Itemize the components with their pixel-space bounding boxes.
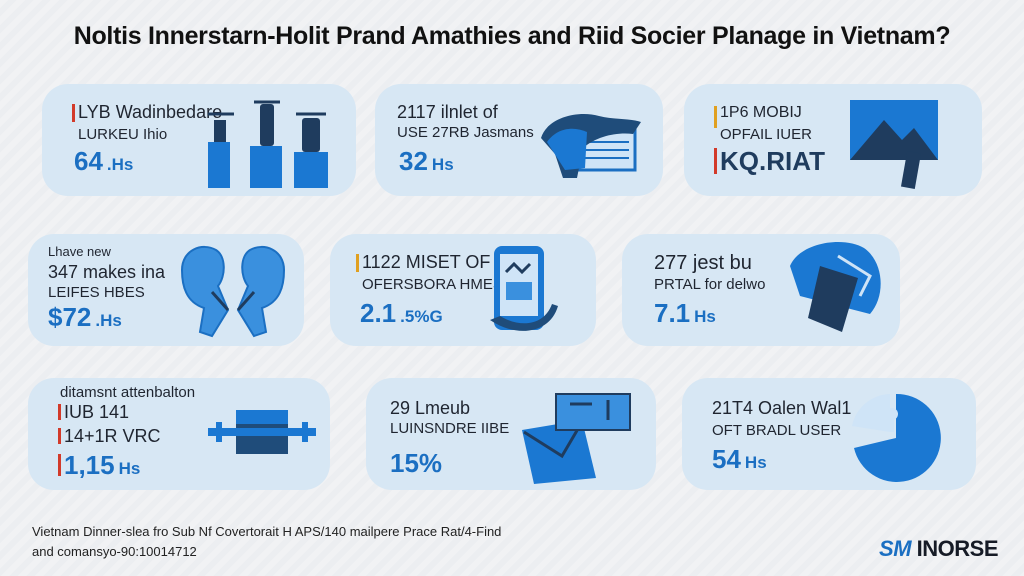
stat-card-1: LYB Wadinbedare LURKEU Ihio 64 .Hs xyxy=(42,84,356,196)
shield-card-icon xyxy=(790,242,881,332)
page-title: Noltis Innerstarn-Holit Prand Amathies a… xyxy=(73,22,951,50)
card-3-line-2: OPFAIL IUER xyxy=(720,126,812,143)
cargo-box-icon xyxy=(208,410,316,454)
stat-card-4: Lhave new 347 makes ina LEIFES HBES $72.… xyxy=(28,234,304,346)
card-3-value: KQ.RIAT xyxy=(720,146,825,176)
stat-card-6: 277 jest bu PRTAL for delwo 7.1 Hs xyxy=(622,234,900,346)
smartphone-icon xyxy=(490,246,558,331)
stat-card-8: 29 Lmeub LUINSNDRE IIBE 15% xyxy=(366,378,656,490)
card-6-line-1: 277 jest bu xyxy=(654,252,752,274)
card-5-line-2: OFERSBORA HMES xyxy=(362,276,503,293)
stat-card-9: 21T4 Oalen Wal1 OFT BRADL USER 54 Hs xyxy=(682,378,976,490)
card-5-line-1: 1122 MISET OF xyxy=(362,252,491,272)
card-2-line-1: 2117 ilnlet of xyxy=(397,102,498,122)
card-6-value: 7.1 Hs xyxy=(654,298,716,328)
card-8-value: 15% xyxy=(390,448,443,478)
card-4-line-0: Lhave new xyxy=(48,244,111,259)
envelope-icon xyxy=(522,393,631,484)
mountain-chart-icon xyxy=(850,100,938,189)
card-4-value: $72 .Hs xyxy=(48,302,122,332)
card-9-value: 54 Hs xyxy=(712,444,767,474)
card-4-line-1: 347 makes ina xyxy=(48,262,166,282)
storage-silos-icon xyxy=(208,100,328,188)
hand-card-icon xyxy=(541,114,641,178)
footer-line-2: and comansyo-90:10014712 xyxy=(32,544,197,559)
card-1-line-1: LYB Wadinbedare xyxy=(78,102,223,122)
card-7-value: 1,15 Hs xyxy=(64,450,141,480)
card-9-line-1: 21T4 Oalen Wal1 xyxy=(712,398,852,418)
card-2-value: 32 Hs xyxy=(399,146,454,176)
people-icon xyxy=(180,245,286,338)
card-6-line-2: PRTAL for delwo xyxy=(654,276,766,293)
card-8-line-1: 29 Lmeub xyxy=(390,398,471,418)
pie-icon xyxy=(852,393,941,482)
card-7-line-1: IUB 141 xyxy=(64,402,130,422)
card-5-value: 2.1.5%G xyxy=(360,298,443,328)
stat-card-3: 1P6 MOBIJ OPFAIL IUER KQ.RIAT xyxy=(684,84,982,196)
footer-line-1: Vietnam Dinner-slea fro Sub Nf Covertora… xyxy=(32,524,502,539)
stat-card-5: 1122 MISET OF OFERSBORA HMES 2.1.5%G xyxy=(330,234,596,346)
card-4-line-2: LEIFES HBES xyxy=(48,284,145,301)
stat-card-2: 2117 ilnlet of USE 27RB Jasmans 32 Hs xyxy=(375,84,663,196)
card-1-line-2: LURKEU Ihio xyxy=(78,126,168,143)
card-7-line-0: ditamsnt attenbalton xyxy=(60,384,196,401)
card-8-line-2: LUINSNDRE IIBE xyxy=(390,420,510,437)
card-9-line-2: OFT BRADL USER xyxy=(712,422,842,439)
card-7-line-2: 14+1R VRC xyxy=(64,426,161,446)
card-1-value: 64 .Hs xyxy=(74,146,134,176)
stat-card-7: ditamsnt attenbalton IUB 141 14+1R VRC 1… xyxy=(28,378,330,490)
card-3-line-1: 1P6 MOBIJ xyxy=(720,104,802,121)
brand-logo: SM INORSE xyxy=(879,536,998,561)
card-2-line-2: USE 27RB Jasmans xyxy=(397,124,534,141)
